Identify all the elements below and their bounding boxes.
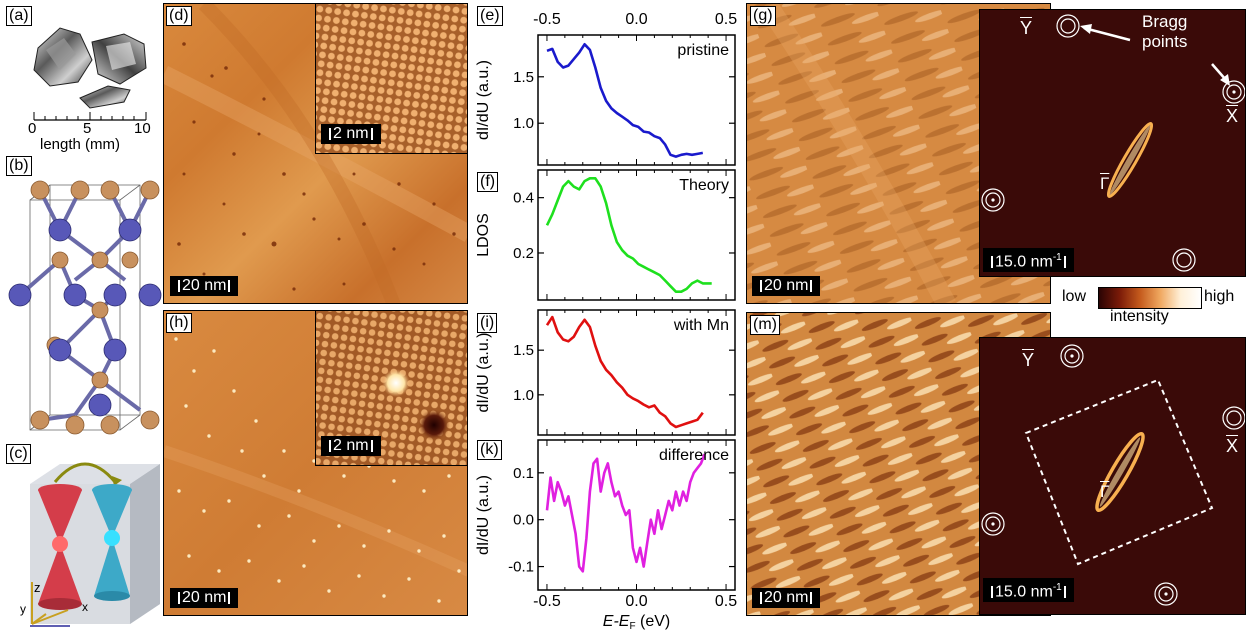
mn-substitutional-dark bbox=[418, 409, 450, 441]
colorbar-high: high bbox=[1204, 288, 1235, 305]
fft-filter-box bbox=[1024, 378, 1214, 566]
ytick-label-2-1: 1.0 bbox=[513, 387, 534, 404]
sym-Gamma-m: Γ bbox=[1100, 482, 1110, 501]
top-xtick-label-1: 0.0 bbox=[625, 11, 647, 28]
ytick-label-0-0: 1.5 bbox=[513, 69, 534, 86]
ytick-label-0-1: 1.0 bbox=[513, 115, 534, 132]
fft-pattern-g bbox=[980, 10, 1245, 276]
ylabel-3: dI/dU (a.u.) bbox=[475, 475, 492, 555]
scalebar-m: 20 nm bbox=[752, 588, 821, 608]
sym-X-g: X bbox=[1226, 106, 1239, 126]
crystal-photo bbox=[33, 27, 147, 121]
bragg-circles-m bbox=[981, 344, 1245, 606]
ylabel-2: dI/dU (a.u.) bbox=[475, 332, 492, 412]
inset-scalebar-h: 2 nm bbox=[321, 436, 381, 456]
fft-image-m bbox=[979, 337, 1246, 615]
series-annotation-1: Theory bbox=[679, 177, 729, 194]
ytick-label-1-1: 0.2 bbox=[513, 245, 534, 262]
scalebar-d-text: 20 nm bbox=[182, 277, 227, 294]
sym-X-m: X bbox=[1226, 436, 1239, 456]
panel-label-b: (b) bbox=[6, 156, 32, 176]
fft-pattern-m bbox=[980, 338, 1245, 614]
inset-scalebar-d: 2 nm bbox=[321, 124, 381, 144]
scalebar-d: 20 nm bbox=[170, 276, 239, 296]
fft-ring-g bbox=[1106, 122, 1154, 198]
top-xtick-label-2: 0.5 bbox=[715, 11, 737, 28]
scalebar-m-text: 20 nm bbox=[764, 589, 809, 606]
fft-scalebar-g: 15.0 nm-1 bbox=[983, 248, 1074, 273]
colorbar-title: intensity bbox=[1110, 308, 1169, 325]
panel-label-g: (g) bbox=[750, 6, 776, 26]
panel-label-m: (m) bbox=[750, 315, 780, 335]
scalebar-g-text: 20 nm bbox=[764, 277, 809, 294]
xlabel: E-EF (eV) bbox=[603, 613, 670, 632]
panel-label-c: (c) bbox=[6, 444, 31, 464]
panel-label-i: (i) bbox=[477, 313, 498, 333]
spectra-panels: 1.5 1.0 pristine dI/dU (a.u.) 0.4 0.2 Theory LD… bbox=[475, 11, 737, 632]
bottom-xtick-label-1: 0.0 bbox=[625, 593, 647, 610]
ytick-label-1-0: 0.4 bbox=[513, 190, 534, 207]
ruler-tick-5: 5 bbox=[83, 120, 92, 137]
fft-scalebar-m-text: 15.0 nm bbox=[995, 583, 1053, 601]
mn-adatoms bbox=[172, 337, 461, 603]
dirac-cone-schematic bbox=[30, 462, 160, 627]
sym-Y-m: Y bbox=[1022, 350, 1035, 370]
ytick-label-3-0: 0.1 bbox=[513, 465, 534, 482]
ruler-tick-0: 0 bbox=[28, 120, 37, 137]
series-line-3 bbox=[545, 453, 706, 573]
inset-scalebar-d-text: 2 nm bbox=[333, 125, 369, 142]
top-xtick-label-0: -0.5 bbox=[533, 11, 561, 28]
sym-Gamma-g: Γ bbox=[1100, 174, 1110, 193]
panel-label-f: (f) bbox=[477, 172, 499, 192]
ytick-label-3-1: 0.0 bbox=[513, 512, 534, 529]
mn-adatom-bright bbox=[382, 369, 410, 397]
colorbar-low: low bbox=[1062, 288, 1087, 305]
ruler-tick-10: 10 bbox=[134, 120, 151, 137]
fft-scalebar-g-sup: -1 bbox=[1052, 252, 1062, 263]
scalebar-h: 20 nm bbox=[170, 588, 239, 608]
fft-scalebar-m: 15.0 nm-1 bbox=[983, 578, 1074, 603]
series-annotation-2: with Mn bbox=[673, 317, 729, 334]
axis-x: x bbox=[82, 600, 88, 614]
panel-label-h: (h) bbox=[166, 313, 192, 333]
bragg-label-line1: Bragg bbox=[1142, 12, 1188, 31]
series-annotation-0: pristine bbox=[677, 42, 729, 59]
axis-z: z bbox=[34, 580, 41, 595]
scalebar-h-text: 20 nm bbox=[182, 589, 227, 606]
sym-Y-g: Y bbox=[1020, 18, 1033, 38]
scalebar-g: 20 nm bbox=[752, 276, 821, 296]
bottom-xtick-label-0: -0.5 bbox=[533, 593, 561, 610]
ytick-label-3-2: -0.1 bbox=[508, 559, 534, 576]
ylabel-0: dI/dU (a.u.) bbox=[475, 60, 492, 140]
ytick-label-2-0: 1.5 bbox=[513, 342, 534, 359]
ylabel-1: LDOS bbox=[475, 213, 492, 257]
fft-scalebar-g-text: 15.0 nm bbox=[995, 253, 1053, 271]
panel-label-e: (e) bbox=[477, 6, 503, 26]
stm-defects-d bbox=[177, 42, 456, 291]
series-line-2 bbox=[545, 315, 704, 429]
ruler-axis-title: length (mm) bbox=[40, 136, 121, 153]
bragg-label-line2: points bbox=[1142, 32, 1188, 51]
fft-scalebar-m-sup: -1 bbox=[1052, 582, 1062, 593]
inset-scalebar-h-text: 2 nm bbox=[333, 437, 369, 454]
panel-label-k: (k) bbox=[477, 440, 502, 460]
bottom-xtick-label-2: 0.5 bbox=[715, 593, 737, 610]
axis-y: y bbox=[20, 602, 26, 616]
fft-image-g bbox=[979, 9, 1246, 277]
ruler-ticks bbox=[33, 112, 147, 120]
bragg-circles-g bbox=[981, 14, 1245, 272]
series-line-0 bbox=[546, 42, 704, 158]
panel-label-a: (a) bbox=[6, 6, 32, 26]
series-annotation-3: difference bbox=[659, 447, 729, 464]
colorbar-gradient bbox=[1098, 287, 1202, 309]
series-line-1 bbox=[545, 177, 712, 294]
panel-label-d: (d) bbox=[166, 6, 192, 26]
crystal-structure bbox=[8, 180, 162, 435]
